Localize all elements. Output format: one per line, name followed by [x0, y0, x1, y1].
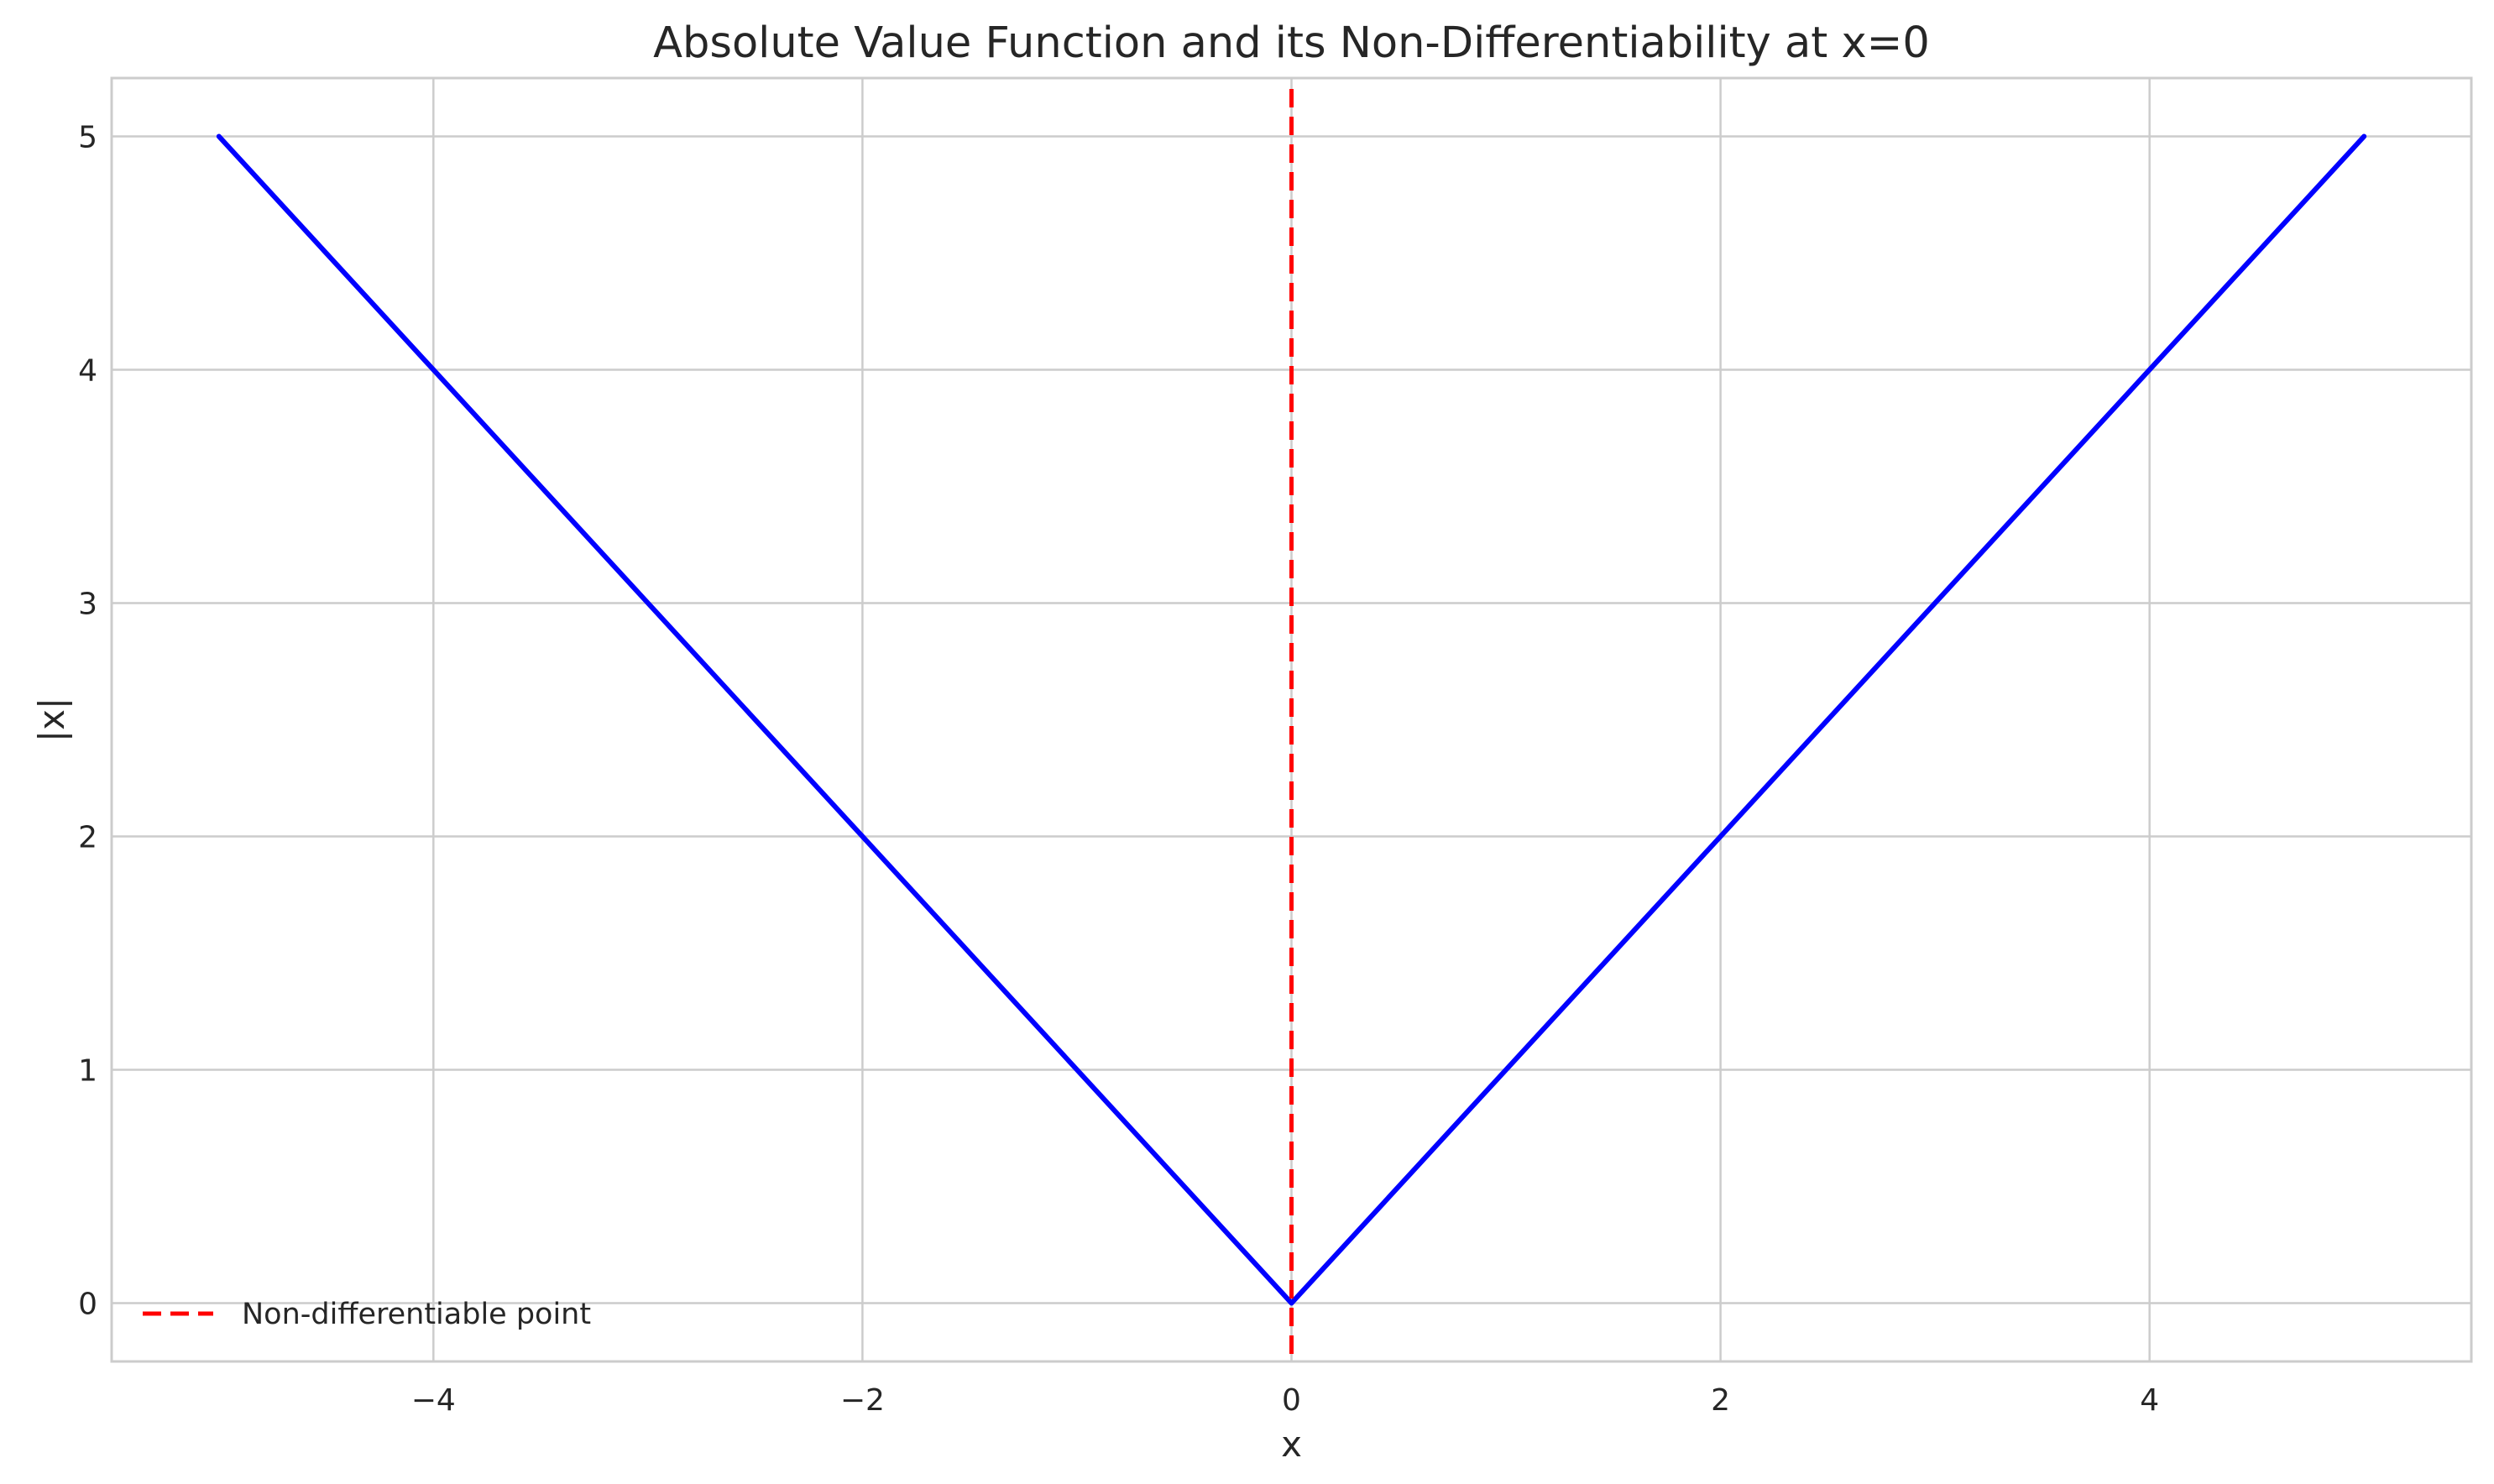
legend-label: Non-differentiable point	[242, 1298, 591, 1331]
x-tick-label: −4	[411, 1383, 456, 1418]
x-tick-label: 0	[1282, 1383, 1301, 1418]
chart-title: Absolute Value Function and its Non-Diff…	[653, 18, 1930, 68]
x-tick-label: 2	[1711, 1383, 1730, 1418]
y-axis-label: |x|	[31, 698, 72, 742]
y-tick-label: 2	[78, 821, 97, 855]
y-tick-label: 3	[78, 588, 97, 622]
series-line	[216, 133, 2367, 1306]
x-tick-label: 4	[2140, 1383, 2159, 1418]
plot-frame	[110, 76, 2473, 1363]
tick-labels: −4 −2 0 2 4 0 1 2 3 4 5	[78, 121, 2159, 1419]
x-tick-label: −2	[840, 1383, 885, 1418]
y-tick-label: 5	[78, 121, 97, 155]
y-tick-label: 4	[78, 354, 97, 389]
series-layer	[216, 89, 2367, 1361]
legend: Non-differentiable point	[143, 1298, 591, 1331]
x-axis-label: x	[1281, 1424, 1302, 1465]
y-tick-label: 0	[78, 1288, 97, 1322]
y-tick-label: 1	[78, 1054, 97, 1089]
